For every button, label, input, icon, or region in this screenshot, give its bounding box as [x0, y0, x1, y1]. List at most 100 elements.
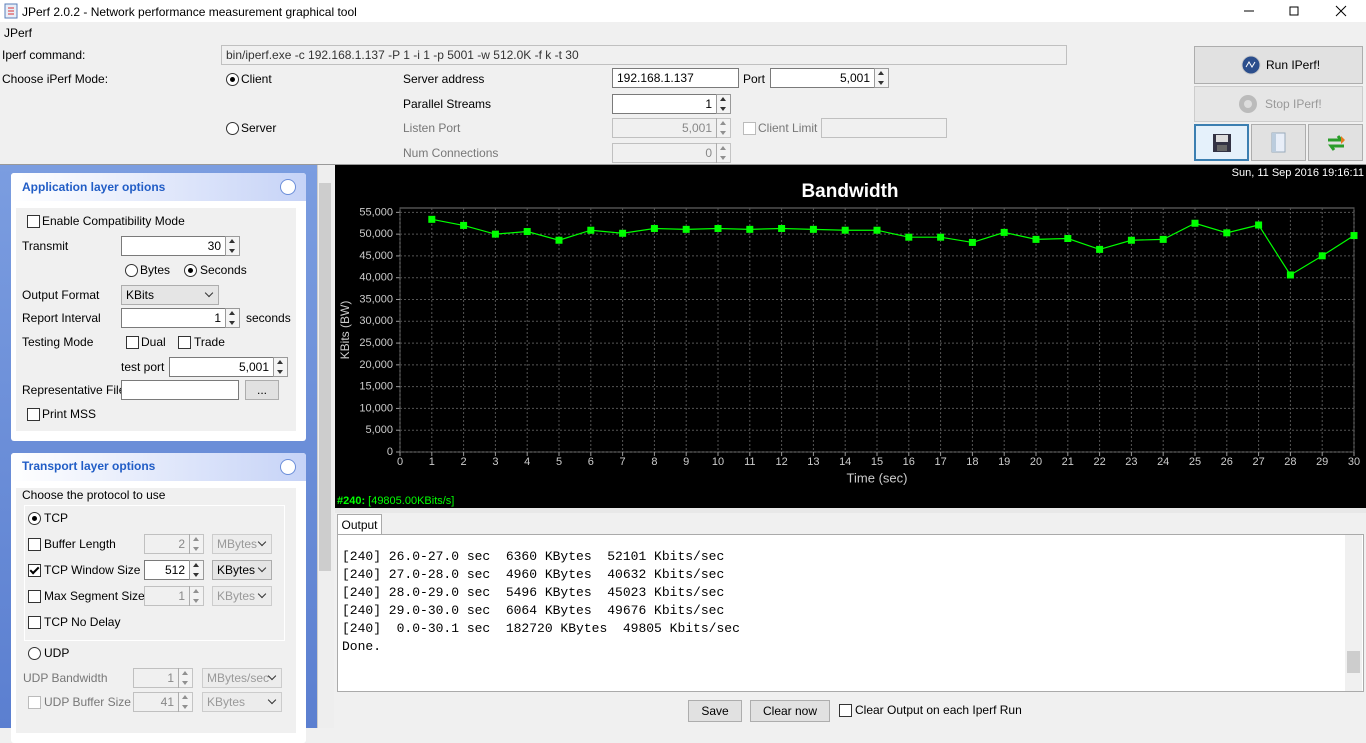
save-config-button[interactable] [1194, 124, 1249, 161]
parallel-spinner[interactable] [716, 94, 731, 114]
buffer-length-field: 2 [144, 534, 190, 554]
browse-button[interactable]: ... [245, 380, 279, 400]
save-icon [1213, 134, 1231, 152]
rep-file-label: Representative File [22, 383, 126, 397]
x-tick-label: 9 [683, 456, 689, 468]
test-port-field[interactable]: 5,001 [169, 357, 274, 377]
dual-checkbox[interactable] [126, 336, 139, 349]
y-tick-label: 25,000 [359, 337, 393, 349]
rep-file-field[interactable] [121, 380, 239, 400]
x-tick-label: 25 [1189, 456, 1201, 468]
load-config-button[interactable] [1251, 124, 1306, 161]
output-line: Done. [342, 639, 382, 654]
buffer-length-checkbox[interactable] [28, 538, 41, 551]
transmit-spinner[interactable] [225, 236, 240, 256]
data-point [746, 225, 754, 233]
radio-server[interactable] [226, 122, 239, 135]
dual-label: Dual [141, 335, 166, 349]
no-delay-checkbox[interactable] [28, 616, 41, 629]
bandwidth-chart: Sun, 11 Sep 2016 19:16:11 Bandwidth KBit… [335, 165, 1366, 508]
port-field[interactable]: 5,001 [770, 68, 875, 88]
splitter[interactable] [335, 508, 1366, 513]
port-spinner[interactable] [874, 68, 889, 88]
data-point [555, 236, 563, 244]
x-tick-label: 4 [524, 456, 530, 468]
y-tick-label: 20,000 [359, 359, 393, 371]
test-port-spinner[interactable] [273, 357, 288, 377]
clear-each-label: Clear Output on each Iperf Run [855, 703, 1022, 717]
x-tick-label: 3 [492, 456, 498, 468]
data-point [682, 225, 690, 233]
data-point [1223, 229, 1231, 237]
close[interactable] [1335, 5, 1347, 17]
output-format-label: Output Format [22, 288, 100, 302]
output-format-combo[interactable]: KBits [121, 285, 219, 305]
save-button[interactable]: Save [688, 700, 742, 722]
tcp-window-unit[interactable]: KBytes [212, 560, 272, 580]
clear-each-checkbox[interactable] [839, 704, 852, 717]
x-tick-label: 28 [1284, 456, 1296, 468]
max-segment-label: Max Segment Size [44, 589, 145, 603]
output-tab[interactable]: Output [337, 514, 382, 535]
data-point [714, 224, 722, 232]
data-point [1318, 252, 1326, 260]
trade-checkbox[interactable] [178, 336, 191, 349]
seconds-radio[interactable] [184, 264, 197, 277]
num-connections-spinner [716, 143, 731, 163]
num-connections-label: Num Connections [403, 146, 499, 160]
restore-defaults-button[interactable] [1308, 124, 1363, 161]
parallel-label: Parallel Streams [403, 97, 492, 111]
maximize[interactable] [1289, 6, 1299, 16]
print-mss-checkbox[interactable] [27, 408, 40, 421]
run-label: Run IPerf! [1266, 58, 1321, 72]
compat-checkbox[interactable] [27, 215, 40, 228]
bytes-radio[interactable] [125, 264, 138, 277]
y-tick-label: 30,000 [359, 315, 393, 327]
output-scrollbar-thumb[interactable] [1347, 651, 1360, 673]
data-point [1159, 235, 1167, 243]
listen-port-spinner [716, 118, 731, 138]
x-tick-label: 2 [461, 456, 467, 468]
y-tick-label: 35,000 [359, 293, 393, 305]
section-title: Transport layer options [22, 459, 156, 473]
x-tick-label: 12 [775, 456, 787, 468]
data-point [809, 225, 817, 233]
data-point [841, 226, 849, 234]
tcp-label: TCP [44, 511, 68, 525]
tcp-radio[interactable] [28, 512, 41, 525]
data-point [1096, 245, 1104, 253]
buffer-length-unit: MBytes [212, 534, 272, 554]
collapse-button[interactable] [280, 179, 296, 195]
port-label: Port [743, 72, 766, 86]
run-icon [1241, 55, 1261, 75]
udp-radio[interactable] [28, 647, 41, 660]
transmit-label: Transmit [22, 239, 69, 253]
series-line [431, 218, 1355, 276]
udp-bandwidth-spinner [178, 668, 193, 688]
scrollbar-thumb[interactable] [319, 183, 331, 571]
tcp-window-spinner[interactable] [189, 560, 204, 580]
parallel-field[interactable]: 1 [612, 94, 717, 114]
collapse-button[interactable] [280, 459, 296, 475]
x-axis-label: Time (sec) [847, 470, 908, 485]
tcp-window-checkbox[interactable] [28, 564, 41, 577]
tcp-window-field[interactable]: 512 [144, 560, 190, 580]
x-tick-label: 0 [397, 456, 403, 468]
clear-button[interactable]: Clear now [750, 700, 830, 722]
radio-client[interactable] [226, 73, 239, 86]
data-point [619, 229, 627, 237]
x-tick-label: 16 [903, 456, 915, 468]
data-point [428, 215, 436, 223]
server-address-field[interactable]: 192.168.1.137 [612, 68, 739, 88]
client-limit-label: Client Limit [758, 121, 818, 135]
run-button[interactable]: Run IPerf! [1194, 46, 1363, 84]
menu-jperf[interactable]: JPerf [4, 26, 33, 40]
max-segment-checkbox[interactable] [28, 590, 41, 603]
transmit-field[interactable]: 30 [121, 236, 226, 256]
choose-protocol-label: Choose the protocol to use [22, 488, 166, 502]
report-interval-spinner[interactable] [225, 308, 240, 328]
data-point [1064, 235, 1072, 242]
report-interval-field[interactable]: 1 [121, 308, 226, 328]
output-line: [240] 27.0-28.0 sec 4960 KBytes 40632 Kb… [342, 567, 725, 582]
data-point [1191, 219, 1199, 227]
